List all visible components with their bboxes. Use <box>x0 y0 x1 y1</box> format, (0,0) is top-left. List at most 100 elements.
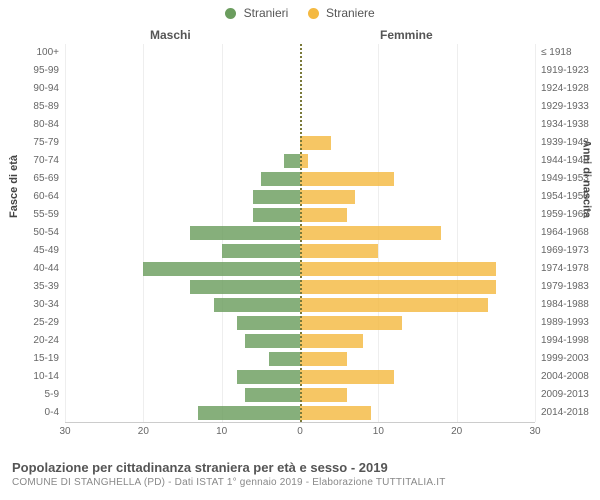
grid-line <box>535 44 536 422</box>
birth-label: 1929-1933 <box>541 98 589 116</box>
x-tick: 20 <box>138 426 149 437</box>
bar-zone-female <box>300 136 535 150</box>
age-label: 55-59 <box>33 206 59 224</box>
bar-zone-female <box>300 388 535 402</box>
birth-label: 1964-1968 <box>541 224 589 242</box>
birth-label: 2004-2008 <box>541 368 589 386</box>
bar-zone-female <box>300 208 535 222</box>
bar-zone-female <box>300 226 535 240</box>
bar-zone-female <box>300 406 535 420</box>
footer-subtitle: COMUNE DI STANGHELLA (PD) - Dati ISTAT 1… <box>12 477 588 488</box>
bar-female <box>300 226 441 240</box>
bar-zone-male <box>65 280 300 294</box>
legend-swatch-female <box>308 8 319 19</box>
bar-female <box>300 190 355 204</box>
center-line <box>300 44 302 422</box>
birth-label: 1944-1948 <box>541 152 589 170</box>
bar-male <box>261 172 300 186</box>
bar-male <box>237 316 300 330</box>
bar-zone-male <box>65 100 300 114</box>
bar-male <box>245 334 300 348</box>
bar-zone-female <box>300 334 535 348</box>
birth-label: 2014-2018 <box>541 404 589 422</box>
bar-zone-female <box>300 370 535 384</box>
birth-label: 1934-1938 <box>541 116 589 134</box>
birth-label: 1954-1958 <box>541 188 589 206</box>
bar-zone-male <box>65 334 300 348</box>
birth-label: ≤ 1918 <box>541 44 572 62</box>
bar-male <box>198 406 300 420</box>
age-label: 40-44 <box>33 260 59 278</box>
bar-female <box>300 208 347 222</box>
birth-label: 1979-1983 <box>541 278 589 296</box>
birth-label: 2009-2013 <box>541 386 589 404</box>
bar-zone-male <box>65 316 300 330</box>
birth-label: 1949-1953 <box>541 170 589 188</box>
legend-label-male: Stranieri <box>244 6 289 20</box>
bar-female <box>300 298 488 312</box>
bar-zone-male <box>65 208 300 222</box>
bar-male <box>284 154 300 168</box>
age-label: 20-24 <box>33 332 59 350</box>
bar-male <box>190 226 300 240</box>
age-label: 10-14 <box>33 368 59 386</box>
x-axis-line <box>65 422 535 423</box>
bar-zone-male <box>65 154 300 168</box>
legend-swatch-male <box>225 8 236 19</box>
bar-female <box>300 388 347 402</box>
age-label: 5-9 <box>45 386 59 404</box>
age-label: 75-79 <box>33 134 59 152</box>
bar-zone-male <box>65 136 300 150</box>
bar-male <box>237 370 300 384</box>
age-label: 95-99 <box>33 62 59 80</box>
bar-zone-male <box>65 388 300 402</box>
legend-item-female: Straniere <box>308 6 375 20</box>
age-label: 65-69 <box>33 170 59 188</box>
bar-female <box>300 244 378 258</box>
age-label: 85-89 <box>33 98 59 116</box>
bar-male <box>222 244 300 258</box>
x-tick: 20 <box>451 426 462 437</box>
birth-label: 1939-1943 <box>541 134 589 152</box>
bar-male <box>269 352 300 366</box>
bar-male <box>245 388 300 402</box>
birth-label: 1959-1963 <box>541 206 589 224</box>
age-label: 60-64 <box>33 188 59 206</box>
bar-male <box>143 262 300 276</box>
bar-zone-male <box>65 118 300 132</box>
bar-female <box>300 136 331 150</box>
age-label: 80-84 <box>33 116 59 134</box>
bar-female <box>300 370 394 384</box>
birth-label: 1989-1993 <box>541 314 589 332</box>
birth-label: 1994-1998 <box>541 332 589 350</box>
bar-zone-female <box>300 280 535 294</box>
bar-zone-male <box>65 262 300 276</box>
bar-zone-male <box>65 46 300 60</box>
bar-zone-female <box>300 154 535 168</box>
legend: Stranieri Straniere <box>0 6 600 20</box>
bar-zone-male <box>65 64 300 78</box>
bar-zone-male <box>65 244 300 258</box>
age-label: 100+ <box>36 44 59 62</box>
bar-zone-male <box>65 298 300 312</box>
bar-female <box>300 262 496 276</box>
bar-zone-female <box>300 352 535 366</box>
bar-male <box>190 280 300 294</box>
column-header-female: Femmine <box>380 28 433 42</box>
bar-zone-female <box>300 82 535 96</box>
bar-zone-female <box>300 172 535 186</box>
bar-female <box>300 334 363 348</box>
bar-male <box>253 190 300 204</box>
x-tick: 10 <box>373 426 384 437</box>
bar-zone-male <box>65 370 300 384</box>
bar-female <box>300 406 371 420</box>
bar-zone-male <box>65 226 300 240</box>
y-axis-label-left: Fasce di età <box>8 155 20 218</box>
birth-label: 1919-1923 <box>541 62 589 80</box>
bar-zone-female <box>300 118 535 132</box>
bar-female <box>300 280 496 294</box>
bar-zone-male <box>65 172 300 186</box>
bar-female <box>300 172 394 186</box>
birth-label: 1924-1928 <box>541 80 589 98</box>
bar-female <box>300 316 402 330</box>
